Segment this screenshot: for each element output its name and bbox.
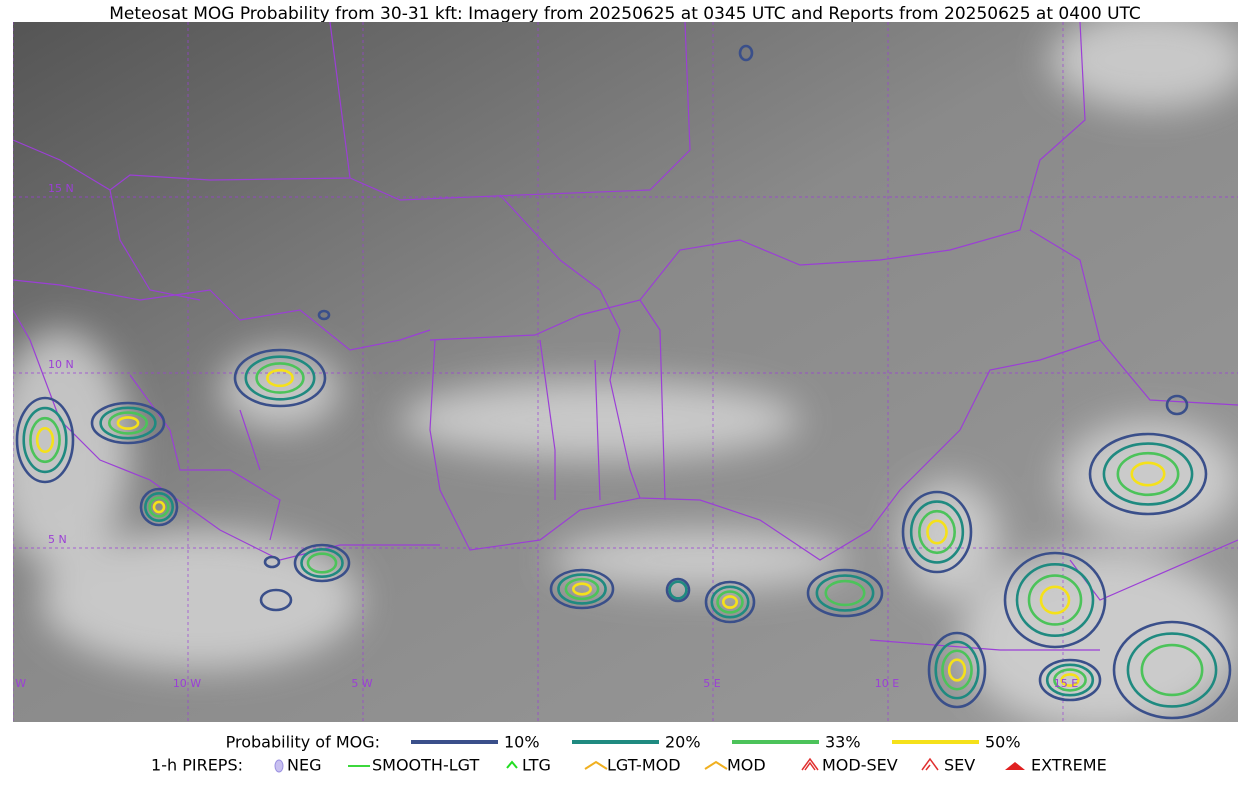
symbol [274, 759, 284, 773]
contour [941, 649, 973, 691]
symbol [801, 757, 819, 771]
symbol [584, 760, 608, 770]
contour [947, 658, 967, 682]
lon-label: 10 W [173, 677, 201, 690]
legend-label: 33% [825, 733, 861, 752]
contour [1165, 394, 1189, 416]
contour [1015, 562, 1095, 638]
contour [15, 396, 75, 484]
contour [716, 590, 744, 614]
contour [148, 496, 170, 518]
legend-label: SMOOTH-LGT [372, 756, 479, 775]
contour [255, 362, 305, 394]
contour [927, 631, 987, 709]
lon-label: 15 W [0, 677, 26, 690]
contour [564, 577, 600, 601]
legend-label: EXTREME [1031, 756, 1107, 775]
contour [1112, 620, 1232, 720]
lat-label: 5 N [48, 533, 67, 546]
contour [233, 348, 327, 408]
contour [1038, 658, 1102, 702]
lon-label: 5 W [351, 677, 372, 690]
contour [1039, 585, 1071, 615]
contour [317, 309, 331, 321]
contour [824, 579, 866, 607]
symbol [704, 760, 728, 770]
contour [29, 416, 61, 464]
legend: Probability of MOG: 10% 20% 33% 50% 1-h PIREP… [151, 733, 1107, 775]
contour [668, 580, 688, 600]
contour [909, 500, 965, 564]
contour [549, 568, 615, 610]
symbol [1005, 762, 1025, 770]
contour [738, 44, 754, 62]
contour [1045, 663, 1095, 697]
contour [815, 574, 875, 612]
contour [1130, 461, 1166, 487]
legend-title: Probability of MOG: [226, 733, 380, 752]
legend-label: NEG [287, 756, 321, 775]
legend-label: 20% [665, 733, 701, 752]
legend-label: SEV [944, 756, 975, 775]
contour [1003, 551, 1107, 649]
contour [152, 500, 166, 514]
contour [116, 416, 140, 430]
contour [300, 548, 344, 578]
contour [572, 582, 592, 596]
contour [90, 401, 166, 445]
contour [1060, 673, 1080, 687]
legend-label: LGT-MOD [607, 756, 681, 775]
contour [1088, 432, 1208, 516]
contour [721, 595, 739, 609]
contour [557, 573, 607, 605]
contour [306, 552, 338, 574]
contour [1126, 632, 1218, 708]
contour [35, 426, 55, 454]
symbol [921, 757, 939, 771]
legend-label: 50% [985, 733, 1021, 752]
contour [144, 492, 174, 522]
contour [1053, 668, 1087, 692]
contour [139, 487, 179, 527]
lon-label: 5 E [703, 677, 720, 690]
contour [22, 406, 68, 474]
legend-label: LTG [522, 756, 551, 775]
legend-title: 1-h PIREPS: [151, 756, 243, 775]
contour [293, 543, 351, 583]
contour [266, 368, 294, 388]
lat-label: 10 N [48, 358, 74, 371]
mog-contours [15, 44, 1232, 720]
grid-labels: 15 N 10 N 5 N 15 W 10 W 5 W 5 E 10 E 15 E [0, 182, 1078, 690]
contour [918, 509, 956, 555]
lon-label: 10 E [875, 677, 899, 690]
contour [263, 555, 281, 569]
lat-label: 15 N [48, 182, 74, 195]
contour [806, 568, 884, 618]
legend-label: MOD-SEV [822, 756, 898, 775]
legend-label: MOD [727, 756, 766, 775]
contour [926, 519, 948, 545]
contour [901, 490, 973, 574]
title: Meteosat MOG Probability from 30-31 kft:… [109, 4, 1141, 24]
contour [710, 585, 750, 619]
contour [704, 580, 756, 624]
contour [1116, 451, 1180, 497]
contour [1027, 574, 1083, 626]
contour [107, 411, 149, 435]
contour [244, 355, 316, 401]
contour [1140, 643, 1204, 697]
contour [259, 588, 293, 612]
lon-label: 15 E [1054, 677, 1078, 690]
contour [1102, 442, 1194, 506]
symbol [506, 760, 518, 769]
contour [665, 577, 691, 603]
contour [99, 406, 157, 440]
contour [934, 640, 980, 700]
map: 15 N 10 N 5 N 15 W 10 W 5 W 5 E 10 E 15 E [0, 22, 1238, 722]
legend-label: 10% [504, 733, 540, 752]
